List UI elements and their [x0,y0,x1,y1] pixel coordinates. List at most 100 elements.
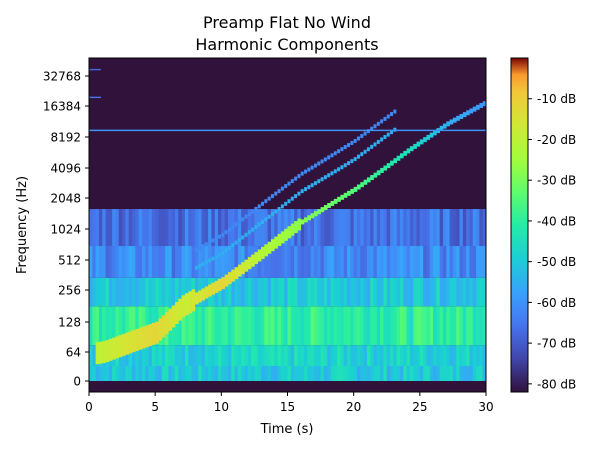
band-256-cell [284,277,288,307]
band-512-cell [429,246,434,278]
harmonic-2-cell [264,217,268,222]
band-64-cell [333,345,338,366]
band-1024-cell [442,209,447,247]
band-256-cell [304,277,308,307]
band-64-cell [323,345,328,366]
band-512-cell [284,246,288,278]
band-512-cell [472,246,477,278]
band-128-cell [297,306,302,346]
band-128-cell [92,306,97,346]
band-1024-cell [165,209,169,247]
band-1024-cell [148,209,153,247]
fundamental-sweep-cell [380,167,384,173]
harmonic-2-cell [313,181,317,186]
band-256-cell [128,277,133,307]
band-512-cell [366,246,371,278]
band-low-cell [304,366,308,381]
band-256-cell [294,277,298,307]
band-low-cell [380,366,384,381]
band-1024-cell [413,209,417,247]
band-64-cell [264,345,269,366]
band-512-cell [132,246,136,278]
band-128-cell [429,306,434,346]
band-256-cell [383,277,388,307]
band-1024-cell [479,209,484,247]
band-128-cell [449,306,454,346]
band-1024-cell [135,209,140,247]
band-low-cell [224,366,229,381]
band-low-cell [267,366,272,381]
fundamental-sweep-cell [102,341,106,364]
band-256-cell [165,277,169,307]
band-512-cell [128,246,133,278]
band-1024-cell [476,209,480,247]
band-256-cell [290,277,295,307]
band-128-cell [221,306,226,346]
band-128-cell [211,306,216,346]
band-low-cell [307,366,312,381]
harmonic-3-cell [251,209,255,214]
band-low-cell [287,366,292,381]
colorbar-tick-label: -10 dB [537,92,576,106]
harmonic-2-cell [277,206,281,211]
harmonic-3-cell [274,191,278,196]
band-128-cell [267,306,272,346]
band-256-cell [108,277,113,307]
band-1024-cell [257,209,262,247]
band-low-cell [128,366,133,381]
band-low-cell [277,366,282,381]
harmonic-3-cell [254,206,258,211]
band-512-cell [337,246,341,278]
band-1024-cell [343,209,348,247]
band-1024-cell [363,209,368,247]
band-low-cell [320,366,325,381]
harmonic-3-cell [390,112,394,117]
colorbar-tick-label: -80 dB [537,377,576,391]
band-low-cell [426,366,431,381]
fundamental-sweep-cell [396,155,401,161]
band-low-cell [168,366,173,381]
band-256-cell [155,277,159,307]
band-512-cell [171,246,176,278]
band-low-cell [347,366,351,381]
band-256-cell [380,277,384,307]
band-64-cell [307,345,312,366]
colorbar-ticks: -10 dB -20 dB -30 dB -40 dB -50 dB -60 dB -70 … [528,92,576,391]
band-256-cell [95,277,100,307]
x-tick-label: 30 [478,400,493,414]
band-low-cell [247,366,252,381]
band-low-cell [310,366,315,381]
harmonic-3-cell [327,155,331,160]
band-low-cell [330,366,335,381]
band-low-cell [227,366,232,381]
band-256-cell [313,277,318,307]
band-64-cell [360,345,364,366]
band-128-cell [426,306,431,346]
fundamental-sweep-cell [145,325,149,348]
fundamental-sweep-cell [277,233,282,246]
band-1024-cell [141,209,146,247]
band-256-cell [254,277,259,307]
band-256-cell [132,277,136,307]
band-1024-cell [304,209,308,247]
band-1024-cell [251,209,255,247]
band-512-cell [178,246,183,278]
band-64-cell [208,345,212,366]
band-512-cell [462,246,467,278]
band-1024-cell [436,209,441,247]
fundamental-sweep-cell [370,175,374,181]
band-128-cell [108,306,113,346]
harmonic-2-cell [198,264,202,269]
band-256-cell [287,277,292,307]
band-low-cell [254,366,259,381]
fundamental-sweep-cell [442,123,447,129]
band-512-cell [125,246,130,278]
colorbar-tick-label: -20 dB [537,133,576,147]
band-512-cell [456,246,460,278]
harmonic-2-cell [390,130,394,135]
harmonic-3-cell [383,116,387,121]
band-1024-cell [188,209,192,247]
band-low-cell [234,366,239,381]
fundamental-sweep-cell [390,160,394,166]
band-low-cell [353,366,358,381]
